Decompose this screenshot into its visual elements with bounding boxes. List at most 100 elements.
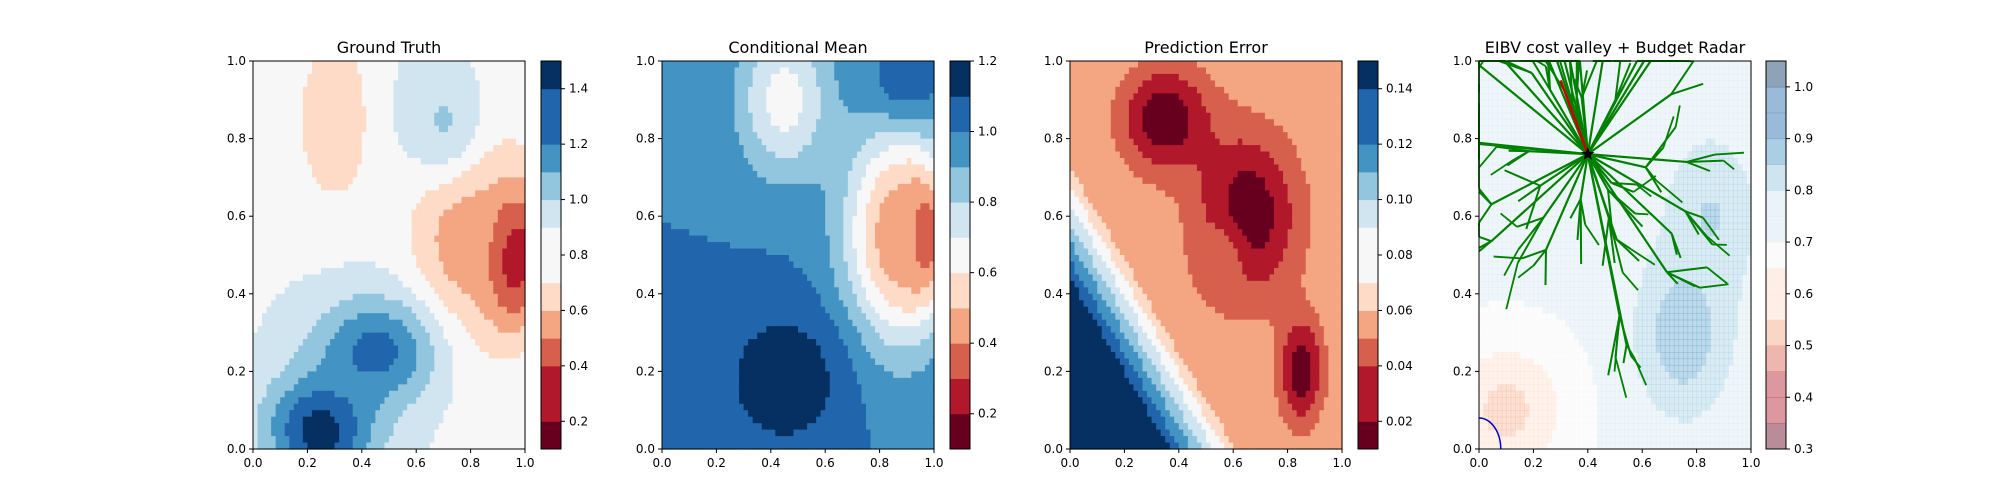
heatmap-cell	[698, 61, 704, 69]
heatmap-cell	[266, 261, 272, 269]
heatmap-cell	[466, 313, 472, 321]
heatmap-cell	[411, 287, 417, 295]
heatmap-cell	[493, 99, 499, 107]
heatmap-cell	[671, 410, 677, 418]
heatmap-cell	[343, 119, 349, 127]
heatmap-cell	[321, 235, 327, 243]
heatmap-cell	[420, 352, 426, 360]
heatmap-cell	[666, 397, 672, 405]
heatmap-cell	[438, 313, 444, 321]
heatmap-cell	[475, 177, 481, 185]
heatmap-cell	[511, 261, 517, 269]
heatmap-cell	[298, 183, 304, 191]
heatmap-cell	[262, 339, 268, 347]
heatmap-cell	[493, 125, 499, 133]
heatmap-cell	[379, 158, 386, 166]
heatmap-cell	[502, 261, 508, 269]
heatmap-cell	[379, 86, 386, 94]
heatmap-cell	[689, 242, 695, 250]
heatmap-cell	[739, 138, 745, 146]
heatmap-cell	[389, 203, 395, 211]
heatmap-cell	[398, 170, 404, 178]
heatmap-cell	[511, 313, 517, 321]
heatmap-cell	[348, 203, 354, 211]
heatmap-cell	[352, 132, 358, 140]
heatmap-cell	[466, 73, 472, 81]
heatmap-cell	[720, 61, 727, 69]
heatmap-cell	[447, 67, 454, 75]
heatmap-cell	[761, 125, 767, 133]
heatmap-cell	[257, 410, 263, 418]
heatmap-cell	[398, 93, 404, 101]
heatmap-cell	[425, 106, 431, 114]
heatmap-cell	[321, 293, 327, 301]
heatmap-cell	[289, 416, 295, 424]
heatmap-cell	[488, 423, 494, 431]
heatmap-cell	[452, 132, 458, 140]
heatmap-cell	[470, 293, 476, 301]
heatmap-cell	[452, 183, 458, 191]
heatmap-cell	[734, 125, 740, 133]
heatmap-cell	[429, 313, 435, 321]
heatmap-cell	[479, 384, 485, 392]
heatmap-cell	[707, 345, 713, 353]
heatmap-cell	[520, 145, 526, 153]
heatmap-cell	[253, 403, 259, 411]
heatmap-cell	[470, 235, 476, 243]
heatmap-cell	[280, 442, 286, 450]
heatmap-cell	[748, 61, 754, 69]
heatmap-cell	[289, 280, 295, 288]
heatmap-cell	[739, 429, 745, 437]
heatmap-cell	[515, 132, 522, 140]
heatmap-cell	[447, 429, 454, 437]
heatmap-cell	[289, 164, 295, 172]
heatmap-cell	[447, 261, 454, 269]
heatmap-cell	[339, 73, 345, 81]
heatmap-cell	[293, 410, 299, 418]
heatmap-cell	[488, 397, 494, 405]
heatmap-cell	[502, 306, 508, 314]
heatmap-cell	[280, 209, 286, 217]
heatmap-cell	[502, 93, 508, 101]
heatmap-cell	[447, 345, 454, 353]
heatmap-cell	[429, 125, 435, 133]
heatmap-cell	[743, 416, 749, 424]
heatmap-cell	[461, 384, 467, 392]
heatmap-cell	[671, 429, 677, 437]
heatmap-cell	[716, 416, 722, 424]
heatmap-cell	[311, 119, 318, 127]
heatmap-cell	[316, 436, 322, 444]
heatmap-cell	[716, 158, 722, 166]
heatmap-cell	[752, 80, 758, 88]
heatmap-cell	[671, 261, 677, 269]
heatmap-cell	[684, 112, 690, 120]
heatmap-cell	[716, 235, 722, 243]
heatmap-cell	[716, 106, 722, 114]
heatmap-cell	[352, 364, 358, 372]
heatmap-cell	[680, 339, 686, 347]
heatmap-cell	[416, 436, 422, 444]
heatmap-cell	[684, 261, 690, 269]
heatmap-cell	[748, 242, 754, 250]
heatmap-cell	[339, 358, 345, 366]
heatmap-cell	[407, 203, 413, 211]
heatmap-cell	[734, 138, 740, 146]
heatmap-cell	[484, 145, 490, 153]
heatmap-cell	[348, 339, 354, 347]
heatmap-cell	[384, 190, 390, 198]
heatmap-cell	[334, 390, 340, 398]
heatmap-cell	[262, 397, 268, 405]
heatmap-cell	[479, 423, 485, 431]
heatmap-cell	[321, 209, 327, 217]
heatmap-cell	[321, 106, 327, 114]
heatmap-cell	[447, 255, 454, 263]
heatmap-cell	[325, 352, 331, 360]
heatmap-cell	[275, 164, 281, 172]
heatmap-cell	[289, 429, 295, 437]
heatmap-cell	[675, 416, 681, 424]
heatmap-cell	[493, 345, 499, 353]
heatmap-cell	[393, 138, 399, 146]
heatmap-cell	[253, 183, 259, 191]
heatmap-cell	[743, 229, 749, 237]
heatmap-cell	[461, 410, 467, 418]
